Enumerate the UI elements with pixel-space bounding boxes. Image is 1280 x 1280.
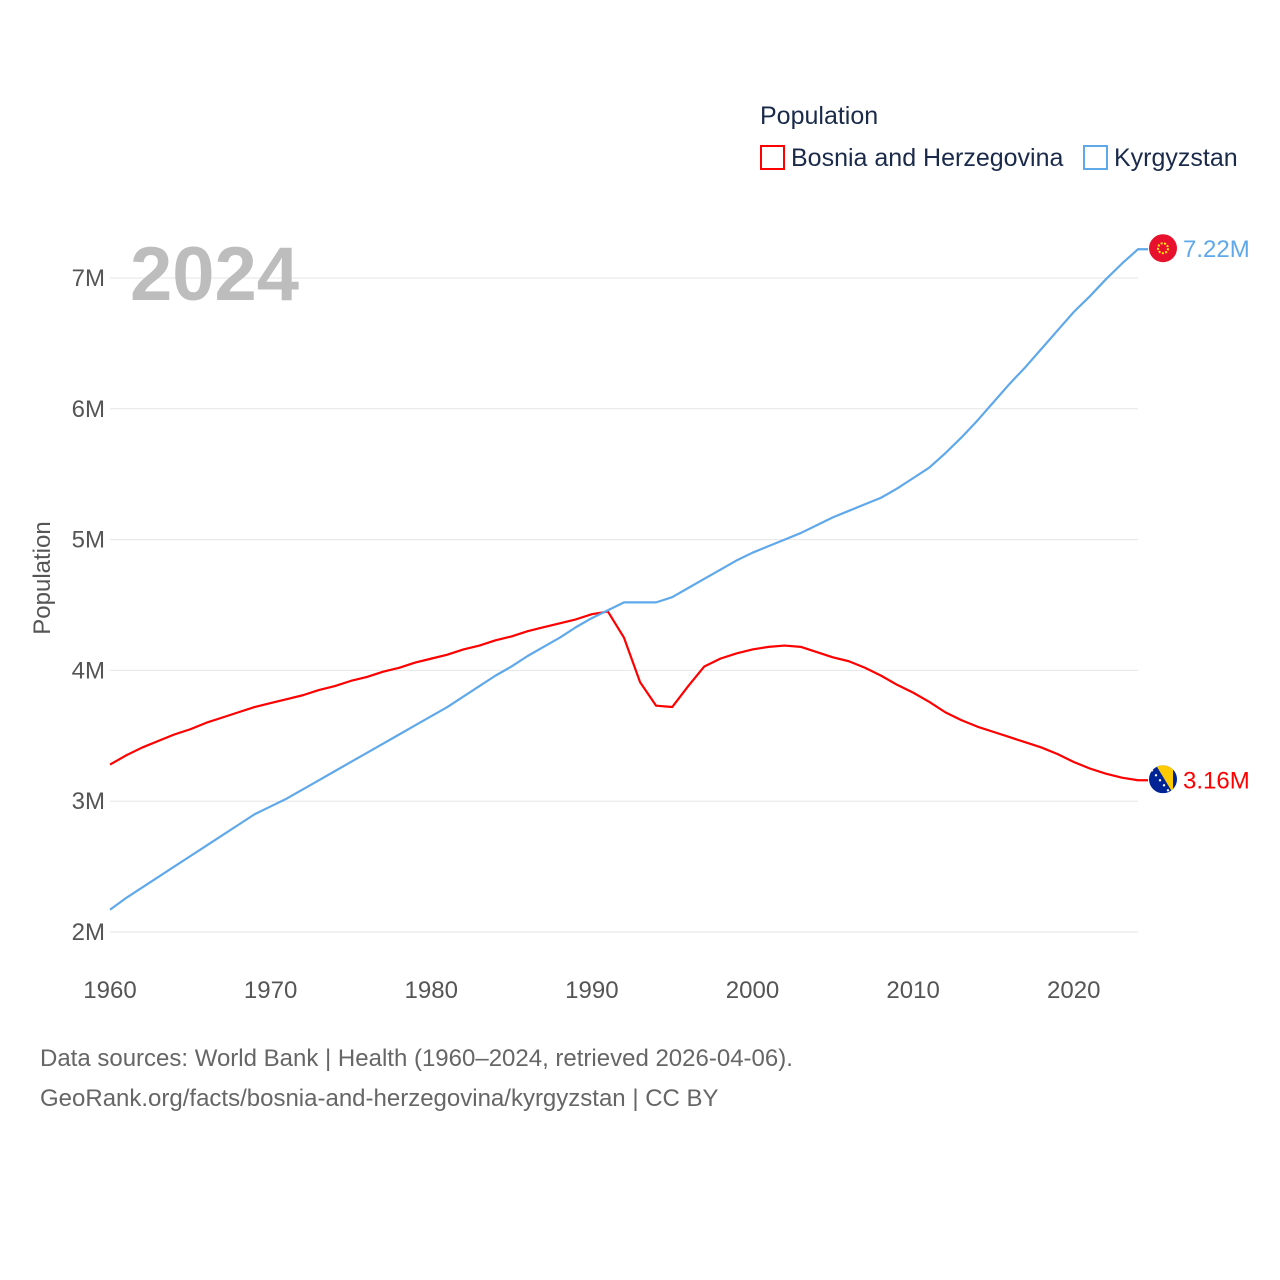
legend-label-bosnia: Bosnia and Herzegovina [791,144,1063,172]
end-value-label: 3.16M [1183,767,1250,794]
gridlines [110,277,1138,933]
end-value-label: 7.22M [1183,236,1250,263]
y-axis-label: Population [29,521,56,634]
flag-star-icon [1150,769,1154,772]
y-tick-label: 7M [72,265,105,292]
legend-title: Population [760,102,878,130]
bosnia-flag-icon [1149,765,1177,794]
footer-sources: Data sources: World Bank | Health (1960–… [40,1045,793,1072]
series-line-kyrgyzstan [109,248,1148,911]
legend-swatch-bosnia [760,145,785,170]
flag-star-icon [1154,774,1158,777]
flag-star-icon [1162,784,1166,787]
kyrgyzstan-flag-icon [1149,234,1177,263]
year-label: 2024 [130,232,299,317]
flag-star-icon [1158,779,1162,782]
legend-item-bosnia[interactable]: Bosnia and Herzegovina [760,144,1063,172]
y-tick-label: 4M [72,657,105,684]
x-tick-label: 1980 [405,977,458,1004]
footer-attribution[interactable]: GeoRank.org/facts/bosnia-and-herzegovina… [40,1085,719,1112]
series-lines [109,248,1148,911]
flag-star-icon [1166,789,1170,792]
x-tick-label: 1970 [244,977,297,1004]
x-tick-label: 2000 [726,977,779,1004]
legend-swatch-kyrgyzstan [1083,145,1108,170]
legend-item-kyrgyzstan[interactable]: Kyrgyzstan [1083,144,1238,172]
x-tick-label: 2020 [1047,977,1100,1004]
y-tick-label: 2M [72,919,105,946]
series-end-labels: 3.16M 7.22M [1149,234,1250,794]
x-tick-label: 1960 [83,977,136,1004]
y-tick-label: 6M [72,396,105,423]
y-tick-label: 3M [72,788,105,815]
flag-triangle [1156,765,1173,794]
series-line-bosnia [109,610,1148,782]
y-axis-ticks: 2M 3M 4M 5M 6M 7M [72,265,105,946]
flag-sun-icon [1157,242,1169,255]
x-axis-ticks: 1960 1970 1980 1990 2000 2010 2020 [83,977,1100,1004]
x-tick-label: 2010 [886,977,939,1004]
legend-label-kyrgyzstan: Kyrgyzstan [1114,144,1238,172]
x-tick-label: 1990 [565,977,618,1004]
y-tick-label: 5M [72,527,105,554]
flag-body [1149,765,1177,794]
